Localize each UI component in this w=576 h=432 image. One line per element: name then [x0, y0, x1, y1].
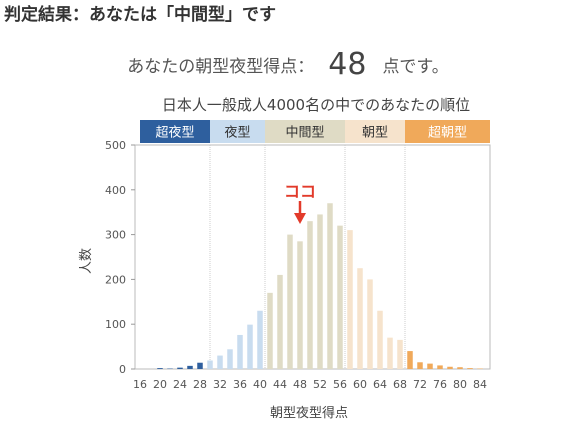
- bar-26: [187, 365, 193, 369]
- bar-48: [297, 241, 303, 369]
- x-tick-label-44: 44: [273, 378, 287, 391]
- bar-82: [467, 368, 473, 369]
- category-band-label-4: 超朝型: [428, 126, 467, 141]
- bar-42: [267, 292, 273, 369]
- bar-54: [327, 203, 333, 369]
- y-tick-label-500: 500: [105, 139, 126, 152]
- score-suffix: 点です。: [382, 56, 449, 77]
- category-band-0: [140, 120, 210, 143]
- bar-24: [177, 367, 183, 369]
- bar-62: [367, 279, 373, 369]
- bar-64: [377, 310, 383, 369]
- bar-80: [457, 367, 463, 369]
- x-tick-label-68: 68: [393, 378, 407, 391]
- bar-78: [447, 366, 453, 369]
- bars: [157, 203, 483, 369]
- bar-30: [207, 360, 213, 369]
- x-tick-label-28: 28: [193, 378, 207, 391]
- bar-28: [197, 362, 203, 369]
- x-tick-label-56: 56: [333, 378, 347, 391]
- x-tick-label-32: 32: [213, 378, 227, 391]
- bar-60: [357, 268, 363, 369]
- score-value: 48: [328, 46, 367, 82]
- x-tick-label-24: 24: [173, 378, 187, 391]
- bar-68: [397, 339, 403, 369]
- bar-74: [427, 363, 433, 369]
- result-heading: 判定結果：あなたは「中間型」です: [4, 5, 276, 25]
- y-axis: 0 100 200 300 400 500: [105, 139, 135, 376]
- y-tick-label-300: 300: [105, 229, 126, 242]
- category-band-2: [265, 120, 345, 143]
- bar-58: [347, 230, 353, 369]
- chart-title: 日本人一般成人4000名の中でのあなたの順位: [162, 96, 470, 114]
- x-tick-label-64: 64: [373, 378, 387, 391]
- bar-50: [307, 221, 313, 369]
- bar-66: [387, 337, 393, 369]
- x-tick-label-40: 40: [253, 378, 267, 391]
- score-line: あなたの朝型夜型得点： 48 点です。: [0, 44, 576, 84]
- x-tick-label-72: 72: [413, 378, 427, 391]
- x-tick-label-60: 60: [353, 378, 367, 391]
- bar-76: [437, 365, 443, 369]
- x-tick-label-84: 84: [473, 378, 487, 391]
- category-band-label-1: 夜型: [224, 126, 250, 141]
- category-band-1: [210, 120, 265, 143]
- category-band-label-3: 朝型: [362, 126, 388, 141]
- x-axis-label: 朝型夜型得点: [270, 405, 348, 421]
- histogram-chart: 日本人一般成人4000名の中でのあなたの順位 超夜型 夜型 中間型 朝型 超朝型 0 10…: [79, 96, 491, 421]
- y-tick-label-200: 200: [105, 273, 126, 286]
- bar-72: [417, 362, 423, 369]
- bar-40: [257, 310, 263, 369]
- x-tick-label-76: 76: [433, 378, 447, 391]
- x-tick-label-80: 80: [453, 378, 467, 391]
- bar-52: [317, 214, 323, 369]
- annotation: ココ: [284, 182, 316, 224]
- y-tick-label-0: 0: [119, 363, 126, 376]
- bar-44: [277, 274, 283, 369]
- annotation-label: ココ: [284, 182, 316, 201]
- bar-70: [407, 351, 413, 369]
- category-band-4: [405, 120, 490, 143]
- bar-20: [157, 368, 163, 369]
- annotation-arrow-head: [294, 213, 306, 224]
- x-tick-label-36: 36: [233, 378, 247, 391]
- grid-lines: [134, 144, 491, 370]
- x-tick-label-16: 16: [133, 378, 147, 391]
- category-bands: 超夜型 夜型 中間型 朝型 超朝型: [140, 120, 490, 143]
- x-tick-label-20: 20: [153, 378, 167, 391]
- category-band-3: [345, 120, 405, 143]
- bar-56: [337, 225, 343, 369]
- bar-34: [227, 349, 233, 369]
- x-axis: 16 20 24 28 32 36 40 44 48 52 56 60 64 68 72 76 80 84: [133, 378, 487, 391]
- bar-38: [247, 324, 253, 369]
- x-tick-label-52: 52: [313, 378, 327, 391]
- score-prefix: あなたの朝型夜型得点：: [127, 56, 315, 77]
- category-band-label-2: 中間型: [285, 126, 324, 141]
- bar-46: [287, 234, 293, 369]
- y-axis-label: 人数: [79, 248, 94, 274]
- bar-32: [217, 355, 223, 369]
- category-band-label-0: 超夜型: [155, 126, 194, 141]
- x-tick-label-48: 48: [293, 378, 307, 391]
- y-tick-label-100: 100: [105, 318, 126, 331]
- bar-36: [237, 334, 243, 369]
- y-tick-label-400: 400: [105, 184, 126, 197]
